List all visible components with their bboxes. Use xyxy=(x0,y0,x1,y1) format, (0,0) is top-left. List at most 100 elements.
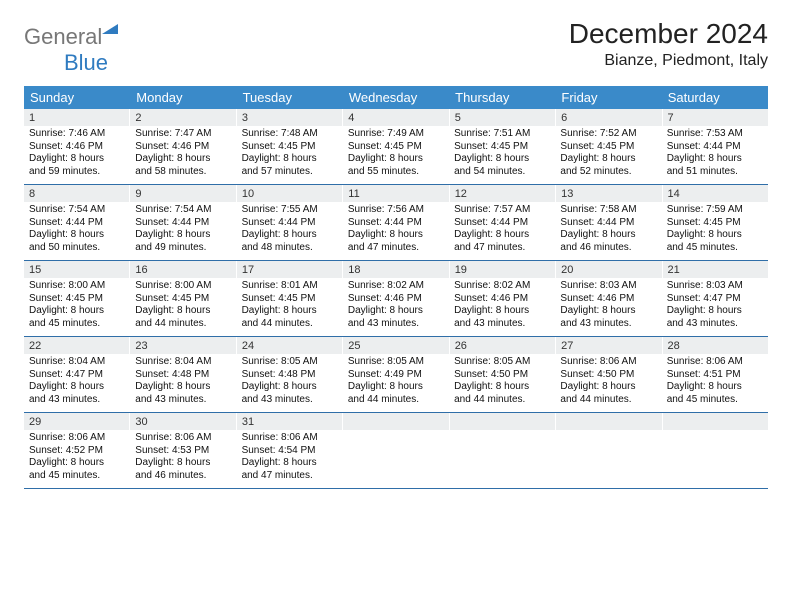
day-d2: and 45 minutes. xyxy=(667,242,763,255)
day-body: Sunrise: 7:49 AMSunset: 4:45 PMDaylight:… xyxy=(343,126,449,184)
day-body: Sunrise: 7:53 AMSunset: 4:44 PMDaylight:… xyxy=(662,126,768,184)
day-d1: Daylight: 8 hours xyxy=(242,229,338,242)
day-d2: and 58 minutes. xyxy=(135,166,231,179)
day-d2: and 45 minutes. xyxy=(29,470,125,483)
day-number: . xyxy=(663,413,768,430)
day-d2: and 45 minutes. xyxy=(667,394,763,407)
day-number: 6 xyxy=(556,109,662,126)
day-d2: and 45 minutes. xyxy=(29,318,125,331)
day-d1: Daylight: 8 hours xyxy=(29,153,125,166)
title-block: December 2024 Bianze, Piedmont, Italy xyxy=(569,18,768,70)
day-body: Sunrise: 7:57 AMSunset: 4:44 PMDaylight:… xyxy=(449,202,555,260)
day-ss: Sunset: 4:46 PM xyxy=(560,293,656,306)
logo-triangle-icon xyxy=(102,24,118,34)
week-row: 15161718192021Sunrise: 8:00 AMSunset: 4:… xyxy=(24,261,768,337)
day-ss: Sunset: 4:47 PM xyxy=(29,369,125,382)
day-number: 11 xyxy=(343,185,449,202)
day-body: Sunrise: 8:05 AMSunset: 4:50 PMDaylight:… xyxy=(449,354,555,412)
weekday-saturday: Saturday xyxy=(662,86,768,109)
day-cell: Sunrise: 8:06 AMSunset: 4:51 PMDaylight:… xyxy=(662,354,768,412)
day-cell: Sunrise: 7:46 AMSunset: 4:46 PMDaylight:… xyxy=(24,126,130,184)
day-cell: Sunrise: 7:59 AMSunset: 4:45 PMDaylight:… xyxy=(662,202,768,260)
weekday-sunday: Sunday xyxy=(24,86,130,109)
day-d1: Daylight: 8 hours xyxy=(135,457,231,470)
month-title: December 2024 xyxy=(569,18,768,50)
day-d1: Daylight: 8 hours xyxy=(29,305,125,318)
day-sr: Sunrise: 7:59 AM xyxy=(667,204,763,217)
day-body: Sunrise: 7:47 AMSunset: 4:46 PMDaylight:… xyxy=(130,126,236,184)
day-ss: Sunset: 4:50 PM xyxy=(560,369,656,382)
day-number: 17 xyxy=(237,261,343,278)
day-d1: Daylight: 8 hours xyxy=(29,457,125,470)
day-d2: and 43 minutes. xyxy=(667,318,763,331)
day-sr: Sunrise: 8:04 AM xyxy=(135,356,231,369)
day-ss: Sunset: 4:44 PM xyxy=(454,217,550,230)
day-d2: and 44 minutes. xyxy=(348,394,444,407)
day-cell: Sunrise: 8:04 AMSunset: 4:48 PMDaylight:… xyxy=(130,354,236,412)
week-row: 22232425262728Sunrise: 8:04 AMSunset: 4:… xyxy=(24,337,768,413)
day-cell: Sunrise: 7:53 AMSunset: 4:44 PMDaylight:… xyxy=(662,126,768,184)
day-d2: and 49 minutes. xyxy=(135,242,231,255)
day-body: Sunrise: 7:59 AMSunset: 4:45 PMDaylight:… xyxy=(662,202,768,260)
day-sr: Sunrise: 8:04 AM xyxy=(29,356,125,369)
day-sr: Sunrise: 7:54 AM xyxy=(135,204,231,217)
day-d1: Daylight: 8 hours xyxy=(135,153,231,166)
day-sr: Sunrise: 7:56 AM xyxy=(348,204,444,217)
day-ss: Sunset: 4:45 PM xyxy=(242,293,338,306)
day-number: 12 xyxy=(450,185,556,202)
day-sr: Sunrise: 7:52 AM xyxy=(560,128,656,141)
day-sr: Sunrise: 8:06 AM xyxy=(560,356,656,369)
day-number: . xyxy=(556,413,662,430)
day-ss: Sunset: 4:44 PM xyxy=(242,217,338,230)
day-ss: Sunset: 4:52 PM xyxy=(29,445,125,458)
day-cell: Sunrise: 7:54 AMSunset: 4:44 PMDaylight:… xyxy=(130,202,236,260)
day-ss: Sunset: 4:54 PM xyxy=(242,445,338,458)
day-body: Sunrise: 8:06 AMSunset: 4:51 PMDaylight:… xyxy=(662,354,768,412)
day-d2: and 47 minutes. xyxy=(242,470,338,483)
day-d2: and 55 minutes. xyxy=(348,166,444,179)
logo: General Blue xyxy=(24,18,118,76)
weeks-container: 1234567Sunrise: 7:46 AMSunset: 4:46 PMDa… xyxy=(24,109,768,489)
day-number: 10 xyxy=(237,185,343,202)
day-d2: and 44 minutes. xyxy=(242,318,338,331)
logo-text-wrap: General Blue xyxy=(24,24,118,76)
day-d1: Daylight: 8 hours xyxy=(29,229,125,242)
day-cell: Sunrise: 7:54 AMSunset: 4:44 PMDaylight:… xyxy=(24,202,130,260)
day-d2: and 43 minutes. xyxy=(29,394,125,407)
day-d2: and 44 minutes. xyxy=(135,318,231,331)
day-ss: Sunset: 4:46 PM xyxy=(348,293,444,306)
day-d1: Daylight: 8 hours xyxy=(348,153,444,166)
day-d1: Daylight: 8 hours xyxy=(135,229,231,242)
day-d2: and 51 minutes. xyxy=(667,166,763,179)
day-sr: Sunrise: 7:53 AM xyxy=(667,128,763,141)
day-cell: Sunrise: 8:05 AMSunset: 4:48 PMDaylight:… xyxy=(237,354,343,412)
day-body: Sunrise: 8:04 AMSunset: 4:47 PMDaylight:… xyxy=(24,354,130,412)
day-d1: Daylight: 8 hours xyxy=(348,229,444,242)
day-sr: Sunrise: 8:06 AM xyxy=(667,356,763,369)
day-sr: Sunrise: 7:46 AM xyxy=(29,128,125,141)
day-d2: and 47 minutes. xyxy=(454,242,550,255)
day-sr: Sunrise: 7:51 AM xyxy=(454,128,550,141)
day-cell: Sunrise: 8:02 AMSunset: 4:46 PMDaylight:… xyxy=(449,278,555,336)
day-number: 26 xyxy=(450,337,556,354)
day-ss: Sunset: 4:51 PM xyxy=(667,369,763,382)
daynum-row: 22232425262728 xyxy=(24,337,768,354)
day-number: 9 xyxy=(130,185,236,202)
day-number: 2 xyxy=(130,109,236,126)
day-body: Sunrise: 8:01 AMSunset: 4:45 PMDaylight:… xyxy=(237,278,343,336)
day-number: 18 xyxy=(343,261,449,278)
day-d2: and 43 minutes. xyxy=(348,318,444,331)
day-ss: Sunset: 4:53 PM xyxy=(135,445,231,458)
day-sr: Sunrise: 8:02 AM xyxy=(348,280,444,293)
day-number: 19 xyxy=(450,261,556,278)
day-sr: Sunrise: 7:57 AM xyxy=(454,204,550,217)
day-number: 7 xyxy=(663,109,768,126)
week-row: 1234567Sunrise: 7:46 AMSunset: 4:46 PMDa… xyxy=(24,109,768,185)
daynum-row: 15161718192021 xyxy=(24,261,768,278)
day-number: 22 xyxy=(24,337,130,354)
day-cell: Sunrise: 7:57 AMSunset: 4:44 PMDaylight:… xyxy=(449,202,555,260)
day-ss: Sunset: 4:50 PM xyxy=(454,369,550,382)
day-body: Sunrise: 8:06 AMSunset: 4:52 PMDaylight:… xyxy=(24,430,130,488)
weekday-header-row: SundayMondayTuesdayWednesdayThursdayFrid… xyxy=(24,86,768,109)
day-number: 27 xyxy=(556,337,662,354)
